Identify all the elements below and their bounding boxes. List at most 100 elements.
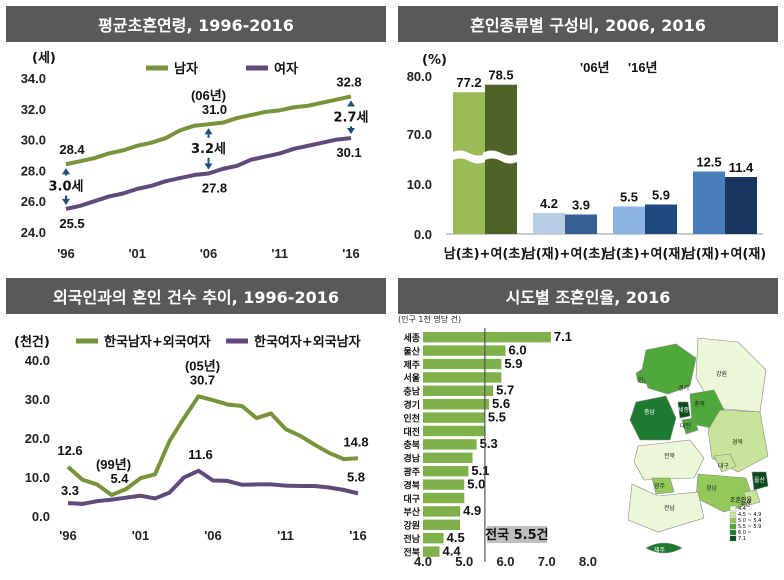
legend-16: '16년 — [628, 60, 658, 75]
map-legend-label: 5.0 ~ 5.4 — [738, 518, 761, 524]
y-tick-label: 10.0 — [25, 470, 50, 485]
x-tick-label: '96 — [57, 246, 75, 261]
x-tick-label: '96 — [59, 528, 77, 543]
data-label: 25.5 — [59, 216, 84, 231]
region-bar — [423, 372, 502, 383]
region-label: 인천 — [403, 413, 420, 424]
region-bar — [423, 385, 494, 396]
region-label: 충북 — [403, 439, 420, 451]
y-tick-label: 80.0 — [407, 69, 432, 84]
map-region-label: 경북 — [732, 439, 744, 446]
map-region-label: 강원 — [716, 370, 727, 378]
map-region-대구 — [713, 453, 737, 473]
y-tick-label: 32.0 — [21, 102, 46, 117]
region-bar — [423, 345, 506, 356]
region-bar — [423, 466, 469, 477]
region-bar — [423, 332, 551, 343]
map-region-label: 충북 — [694, 400, 706, 408]
region-value-label: 6.0 — [509, 342, 527, 357]
region-value-label: 5.7 — [496, 383, 514, 398]
x-tick-label: '01 — [132, 528, 150, 543]
x-tick-label: '11 — [277, 528, 294, 543]
map-region-label: 광주 — [654, 483, 666, 490]
x-tick-label: '01 — [128, 246, 146, 261]
y-tick-label: 10.0 — [407, 177, 432, 192]
data-label: 14.8 — [343, 434, 368, 449]
panel-title-age: 평균초혼연령, 1996-2016 — [6, 6, 386, 42]
data-label: 28.4 — [59, 142, 85, 157]
map-legend-swatch — [729, 529, 737, 536]
map-region-부산 — [743, 489, 761, 507]
region-bar — [423, 479, 465, 490]
chart-types: (%) 0.0 10.0 70.0 80.0 '06년 '16년 77.2 78.5 남(초)+여… — [407, 53, 767, 262]
legend-label-0: 남자 — [174, 61, 198, 77]
region-bar — [423, 452, 473, 463]
y-tick-label: 70.0 — [407, 127, 432, 142]
map-region-label: 인천 — [638, 376, 649, 384]
bar-value-label: 78.5 — [488, 68, 513, 83]
category-label: 남(초)+여(재) — [604, 246, 687, 262]
gap-arrowhead — [62, 198, 70, 205]
data-label: 12.6 — [57, 443, 82, 458]
region-label: 부산 — [403, 506, 420, 518]
axis-break — [451, 150, 487, 164]
map-legend-label: 4.4 — [738, 506, 746, 512]
panel-title-regions: 시도별 조혼인율, 2016 — [398, 278, 778, 314]
region-bar — [423, 425, 485, 437]
region-bar — [423, 546, 440, 557]
map-region-울산 — [751, 471, 769, 491]
map-legend-swatch — [729, 511, 737, 518]
y-tick-label: 20.0 — [25, 431, 50, 446]
bar-value-label: 11.4 — [729, 160, 754, 175]
map-legend-swatch — [729, 517, 737, 524]
data-label: 3.3 — [61, 483, 79, 498]
bar-value-label: 3.9 — [572, 198, 590, 213]
map-region-광주 — [651, 477, 675, 495]
panel-regions: 시도별 조혼인율, 2016 (인구 1천 명당 건) 세종 7.1 울산 6.0 제주 5… — [398, 278, 778, 574]
y-tick-label: 0.0 — [32, 509, 50, 524]
map-region-label: 세종 — [678, 406, 690, 414]
region-label: 대전 — [403, 426, 420, 438]
y-tick-label: 24.0 — [21, 225, 46, 240]
region-label: 세종 — [403, 332, 420, 344]
x-tick-label: '06 — [204, 528, 222, 543]
data-label: 5.4 — [110, 471, 129, 486]
region-label: 강원 — [403, 520, 420, 532]
bar-value-label: 5.9 — [652, 188, 670, 203]
y-tick-label: 30.0 — [25, 392, 50, 407]
region-value-label: 4.4 — [443, 543, 462, 558]
y-tick-label: 34.0 — [21, 71, 46, 86]
national-avg-box — [486, 526, 547, 543]
y-tick-label: 0.0 — [414, 227, 432, 242]
region-bar — [423, 399, 489, 410]
x-tick-label: 7.0 — [538, 554, 556, 569]
data-label: 31.0 — [202, 102, 227, 117]
data-label: 5.8 — [347, 469, 365, 484]
y-tick-label: 40.0 — [25, 353, 50, 368]
chart-foreign: (천건) 0.0 10.0 20.0 30.0 40.0 '96 '01 '06 '11 '16 한국… — [14, 334, 369, 543]
region-label: 경남 — [403, 453, 420, 465]
panel-title-types: 혼인종류별 구성비, 2006, 2016 — [398, 6, 778, 42]
map-legend-label: 5.5 ~ 5.9 — [738, 524, 761, 530]
x-tick-label: '11 — [271, 246, 288, 261]
bar-value-label: 4.2 — [540, 196, 558, 211]
map-region-label: 전북 — [664, 452, 676, 460]
series-line-1 — [65, 136, 352, 211]
region-label: 울산 — [403, 345, 420, 357]
x-tick-label: '06 — [200, 246, 218, 261]
map-region-제주 — [645, 542, 683, 554]
data-label: 27.8 — [202, 180, 227, 195]
category-label: 남(초)+여(초) — [444, 246, 527, 262]
panel-types: 혼인종류별 구성비, 2006, 2016 (%) 0.0 10.0 70.0 80.0… — [398, 6, 778, 268]
y-axis-unit: (천건) — [14, 334, 50, 350]
panel-age: 평균초혼연령, 1996-2016 (세) 24.0 26.0 28.0 30.0 32.… — [6, 6, 386, 268]
panel-title-foreign: 외국인과의 혼인 건수 추이, 1996-2016 — [6, 278, 386, 314]
chart-age: (세) 24.0 26.0 28.0 30.0 32.0 34.0 '96 '01 '06 '11 '… — [21, 51, 369, 261]
region-label: 서울 — [403, 372, 420, 384]
bar-0-1 — [533, 213, 565, 234]
region-label: 전북 — [403, 546, 420, 558]
map-region-대전 — [681, 417, 699, 435]
region-value-label: 5.6 — [492, 396, 510, 411]
y-axis-unit: (세) — [32, 51, 56, 66]
map-region-label: 경남 — [706, 484, 718, 492]
